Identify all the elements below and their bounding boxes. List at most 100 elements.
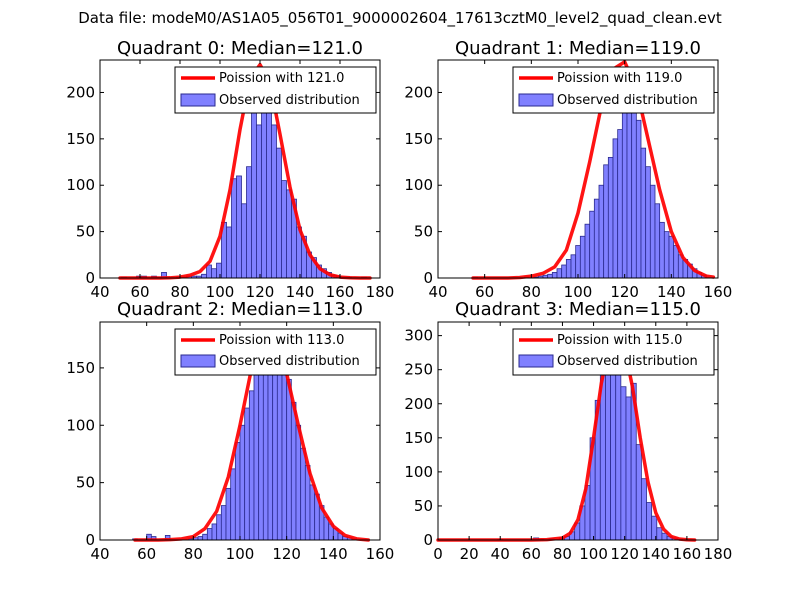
quadrant-3-histogram-bar	[605, 369, 611, 541]
quadrant-0-histogram-bar	[241, 203, 247, 279]
quadrant-0-histogram-bar	[206, 264, 212, 279]
quadrant-2-y-tick-label: 150	[66, 359, 95, 377]
quadrant-1-histogram-bar	[659, 221, 665, 279]
quadrant-1-histogram-bar	[649, 184, 656, 279]
quadrant-3-x-tick-label: 120	[610, 545, 639, 563]
quadrant-2-histogram-bar	[206, 528, 213, 541]
quadrant-1-histogram-bar	[668, 235, 675, 279]
quadrant-3-x-tick-label: 160	[673, 545, 702, 563]
quadrant-1-histogram-bar	[645, 166, 651, 279]
quadrant-3-x-tick-label: 40	[491, 545, 510, 563]
quadrant-2-x-tick-label: 100	[226, 545, 255, 563]
figure-suptitle: Data file: modeM0/AS1A05_056T01_90000026…	[78, 9, 722, 28]
quadrant-1-chart: Quadrant 1: Median=119.0 40 60 80 100 120 140…	[404, 38, 732, 301]
quadrant-1-histogram-bar	[654, 203, 661, 279]
quadrant-3-legend-poisson-label: Poission with 115.0	[557, 333, 682, 348]
quadrant-3-x-tick-label: 0	[433, 545, 443, 563]
quadrant-3-title: Quadrant 3: Median=115.0	[455, 299, 701, 320]
quadrant-2-histogram-bar	[197, 536, 204, 541]
quadrant-3-histogram-bar	[625, 396, 632, 541]
quadrant-0-histogram-bar	[201, 273, 207, 279]
quadrant-1-x-tick-label: 160	[704, 283, 733, 301]
quadrant-3-legend: Poission with 115.0 Observed distributio…	[512, 328, 715, 376]
quadrant-0-histogram-bar	[231, 178, 237, 279]
quadrant-2-histogram-bar	[225, 487, 232, 541]
quadrant-2-histogram-bar	[276, 361, 283, 541]
quadrant-2-histogram-bar	[220, 505, 227, 541]
quadrant-2-histogram-bar	[211, 523, 218, 541]
quadrant-0-x-tick-label: 160	[326, 283, 355, 301]
quadrant-2-x-tick-label: 40	[90, 545, 109, 563]
quadrant-0-x-tick-label: 40	[90, 283, 109, 301]
quadrant-2-histogram-bar	[272, 350, 278, 541]
quadrant-0-x-tick-label: 120	[246, 283, 275, 301]
quadrant-3-y-tick-label: 150	[404, 429, 433, 447]
quadrant-0-x-tick-label: 140	[286, 283, 315, 301]
quadrant-2-x-tick-label: 60	[137, 545, 156, 563]
quadrant-1-histogram-bar	[575, 245, 581, 279]
quadrant-0-chart: Quadrant 0: Median=121.0 40 60 80 100 120 140…	[66, 38, 394, 301]
quadrant-2-histogram-bar	[295, 424, 302, 541]
quadrant-3-y-tick-label: 250	[404, 361, 433, 379]
quadrant-1-histogram-bar	[589, 210, 595, 279]
quadrant-0-y-tick-label: 50	[76, 223, 95, 241]
quadrant-3-x-tick-label: 180	[704, 545, 733, 563]
quadrant-1-histogram-bar	[547, 273, 553, 279]
quadrant-1-histogram-bar	[579, 235, 586, 279]
quadrant-0-histogram-bar	[286, 189, 292, 279]
quadrant-2-histogram-bar	[281, 373, 288, 541]
quadrant-0-histogram-bar	[266, 110, 272, 279]
quadrant-3-histogram-bar	[599, 372, 606, 541]
quadrant-1-histogram-bar	[673, 245, 679, 279]
quadrant-1-histogram-bar	[621, 110, 628, 279]
quadrant-1-x-tick-label: 100	[564, 283, 593, 301]
quadrant-1-histogram-bar	[584, 223, 591, 279]
quadrant-2-histogram-bar	[244, 407, 250, 541]
quadrant-0-legend-bar-swatch	[180, 93, 216, 107]
quadrant-0-histogram-bar	[216, 262, 222, 279]
quadrant-1-histogram-bar	[617, 129, 623, 279]
quadrant-1-x-tick-label: 140	[657, 283, 686, 301]
quadrant-3-y-tick-label: 200	[404, 395, 433, 413]
quadrant-3-y-tick-label: 50	[414, 497, 433, 515]
quadrant-3-y-tick-label: 0	[423, 531, 433, 549]
quadrant-2-legend-observed-label: Observed distribution	[219, 354, 360, 369]
quadrant-2-histogram-bar	[253, 373, 260, 541]
quadrant-0-legend-poisson-label: Poission with 121.0	[219, 71, 344, 86]
quadrant-2-plot: 40 60 80 100 120 140 160 0 50 100 150	[66, 321, 395, 563]
quadrant-0-histogram-bar	[271, 124, 277, 279]
quadrant-1-histogram-bar	[570, 254, 577, 279]
quadrant-1-histogram-bar	[598, 184, 605, 279]
quadrant-1-histogram-bar	[561, 264, 567, 279]
quadrant-1-y-tick-label: 0	[423, 269, 433, 287]
quadrant-0-histogram-bar	[246, 166, 252, 279]
quadrant-2-histogram-bar	[286, 378, 292, 541]
quadrant-3-legend-observed-label: Observed distribution	[557, 354, 698, 369]
quadrant-1-y-tick-label: 150	[404, 130, 433, 148]
quadrant-3-legend-bar-swatch	[518, 354, 554, 368]
quadrant-1-legend: Poission with 119.0 Observed distributio…	[512, 66, 715, 114]
quadrant-2-x-tick-label: 160	[366, 545, 395, 563]
quadrant-0-y-tick-label: 150	[66, 130, 95, 148]
quadrant-0-legend-observed-label: Observed distribution	[219, 93, 360, 108]
quadrant-0-histogram-bar	[236, 175, 242, 279]
quadrant-1-histogram-bar	[607, 156, 614, 279]
quadrant-3-x-tick-label: 80	[553, 545, 572, 563]
quadrant-2-histogram-bar	[239, 424, 246, 541]
quadrant-2-legend: Poission with 113.0 Observed distributio…	[174, 328, 377, 376]
quadrant-2-y-tick-label: 100	[66, 416, 95, 434]
quadrant-1-histogram-bar	[565, 259, 572, 279]
quadrant-1-histogram-bar	[663, 231, 670, 279]
quadrant-2-legend-poisson-label: Poission with 113.0	[219, 333, 344, 348]
quadrant-2-legend-bar-swatch	[180, 354, 216, 368]
quadrant-2-title: Quadrant 2: Median=113.0	[117, 299, 363, 320]
quadrant-1-title: Quadrant 1: Median=119.0	[455, 38, 701, 59]
quadrant-1-legend-observed-label: Observed distribution	[557, 93, 698, 108]
quadrant-1-plot: 40 60 80 100 120 140 160 0 50 100 150 200	[404, 59, 733, 301]
quadrant-3-histogram-bar	[635, 444, 642, 541]
quadrant-2-chart: Quadrant 2: Median=113.0 40 60 80 100 120 140…	[66, 299, 394, 563]
quadrant-0-x-tick-label: 180	[366, 283, 395, 301]
quadrant-0-x-tick-label: 100	[206, 283, 235, 301]
quadrant-0-histogram-bar	[211, 268, 217, 279]
